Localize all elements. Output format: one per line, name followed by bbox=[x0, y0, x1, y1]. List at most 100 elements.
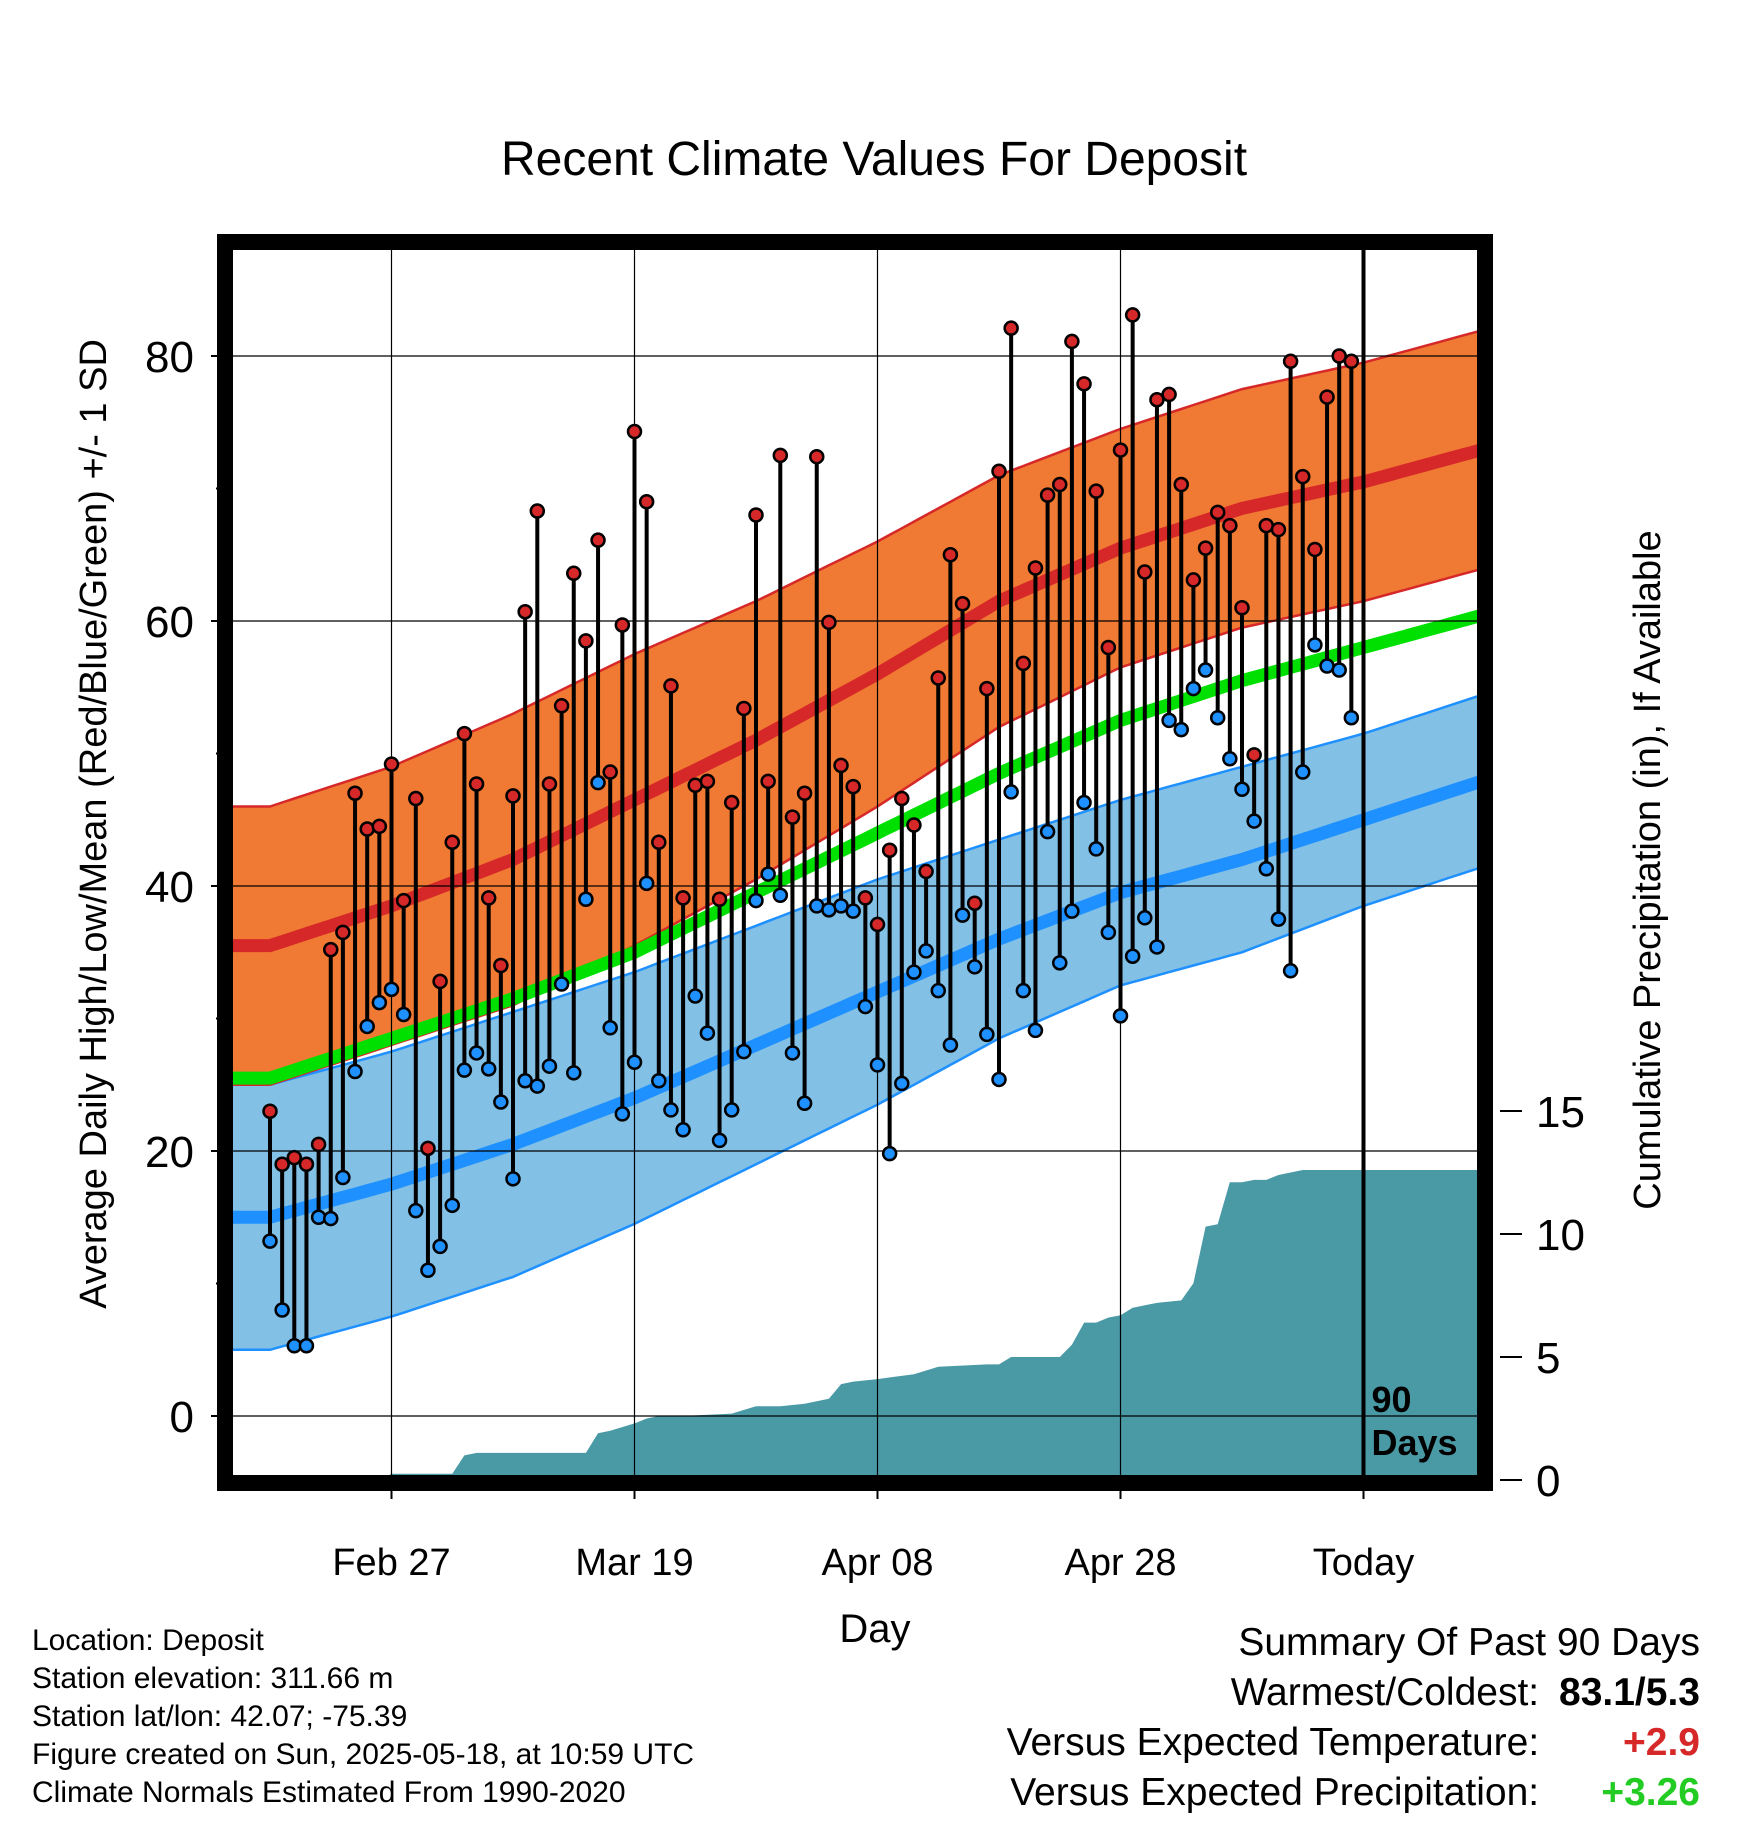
daily-low-point bbox=[663, 1102, 679, 1118]
daily-low-point bbox=[1149, 939, 1165, 955]
daily-low-point bbox=[760, 866, 776, 882]
daily-high-point bbox=[748, 507, 764, 523]
daily-low-point bbox=[699, 1025, 716, 1041]
daily-high-point bbox=[930, 670, 946, 686]
daily-low-point bbox=[1088, 841, 1104, 857]
plot-frame bbox=[217, 234, 1493, 1491]
warmest-value: 83.1/5.3 bbox=[1559, 1671, 1700, 1714]
x-tick-label: Apr 28 bbox=[1065, 1542, 1177, 1584]
daily-high-point bbox=[699, 773, 716, 790]
location-text: Location: Deposit bbox=[32, 1624, 264, 1657]
daily-low-point bbox=[1246, 813, 1262, 829]
daily-low-point bbox=[979, 1026, 995, 1043]
daily-low-point bbox=[578, 891, 594, 907]
daily-low-point bbox=[590, 774, 606, 791]
x-tick-label: Apr 08 bbox=[822, 1542, 934, 1584]
today-marker-label-days: Days bbox=[1372, 1422, 1458, 1463]
daily-low-point bbox=[1222, 751, 1238, 767]
daily-low-point bbox=[687, 988, 703, 1004]
daily-low-point bbox=[505, 1171, 521, 1187]
daily-low-point bbox=[857, 998, 874, 1015]
warmest-label: Warmest/Coldest: bbox=[1230, 1671, 1540, 1714]
daily-low-point bbox=[1282, 963, 1299, 979]
daily-low-point bbox=[966, 959, 983, 975]
daily-high-point bbox=[359, 821, 375, 837]
daily-low-point bbox=[723, 1102, 740, 1118]
daily-high-point bbox=[420, 1140, 436, 1157]
daily-high-point bbox=[1039, 487, 1056, 503]
daily-high-point bbox=[760, 773, 776, 790]
daily-low-point bbox=[1270, 911, 1287, 927]
x-tick-label: Feb 27 bbox=[332, 1542, 450, 1584]
daily-low-point bbox=[262, 1233, 278, 1249]
daily-high-point bbox=[675, 890, 691, 906]
daily-low-point bbox=[408, 1202, 424, 1219]
daily-high-point bbox=[323, 941, 339, 958]
daily-high-point bbox=[553, 698, 570, 714]
daily-low-point bbox=[395, 1006, 412, 1023]
elevation-text: Station elevation: 311.66 m bbox=[32, 1662, 394, 1695]
daily-low-point bbox=[480, 1061, 497, 1077]
chart-title: Recent Climate Values For Deposit bbox=[501, 133, 1247, 186]
daily-high-point bbox=[772, 447, 789, 464]
low-sd-band bbox=[225, 693, 1485, 1350]
daily-low-point bbox=[784, 1045, 801, 1061]
daily-low-point bbox=[371, 994, 388, 1011]
daily-low-point bbox=[1100, 924, 1117, 941]
daily-high-point bbox=[1307, 541, 1323, 558]
daily-high-point bbox=[505, 788, 521, 804]
daily-high-point bbox=[942, 547, 959, 563]
y2-axis-label: Cumulative Precipitation (in), If Availa… bbox=[1627, 530, 1669, 1209]
daily-low-point bbox=[383, 981, 400, 998]
y2-tick-label: 5 bbox=[1536, 1334, 1560, 1383]
daily-high-point bbox=[347, 785, 363, 801]
daily-high-point bbox=[1076, 376, 1092, 392]
daily-low-point bbox=[602, 1020, 618, 1036]
daily-low-point bbox=[420, 1262, 436, 1278]
daily-high-point bbox=[590, 532, 606, 548]
daily-high-point bbox=[1027, 560, 1044, 576]
daily-high-point bbox=[274, 1156, 290, 1172]
daily-low-point bbox=[1003, 784, 1019, 800]
daily-high-point bbox=[371, 818, 388, 835]
daily-high-point bbox=[821, 614, 837, 631]
daily-low-point bbox=[1209, 709, 1226, 726]
daily-high-point bbox=[1161, 386, 1177, 403]
daily-low-point bbox=[541, 1058, 558, 1074]
daily-high-point bbox=[918, 863, 934, 880]
daily-low-point bbox=[991, 1071, 1007, 1088]
daily-low-point bbox=[796, 1095, 813, 1112]
daily-low-point bbox=[1307, 637, 1323, 653]
created-text: Figure created on Sun, 2025-05-18, at 10… bbox=[32, 1738, 695, 1771]
daily-low-point bbox=[1039, 823, 1056, 840]
y2-tick-label: 10 bbox=[1536, 1211, 1585, 1260]
daily-high-point bbox=[845, 778, 861, 795]
daily-low-point bbox=[493, 1094, 509, 1110]
daily-high-point bbox=[736, 700, 752, 717]
y-axis-label: Average Daily High/Low/Mean (Red/Blue/Gr… bbox=[73, 339, 115, 1309]
daily-high-point bbox=[1295, 468, 1311, 485]
y-tick-label: 0 bbox=[170, 1393, 194, 1442]
daily-high-point bbox=[626, 423, 643, 440]
y-tick-label: 40 bbox=[145, 863, 194, 912]
daily-low-point bbox=[869, 1057, 886, 1073]
daily-high-point bbox=[602, 764, 618, 780]
daily-low-point bbox=[675, 1122, 691, 1138]
daily-high-point bbox=[335, 924, 351, 941]
daily-low-point bbox=[651, 1073, 667, 1089]
precip-value: +3.26 bbox=[1601, 1771, 1700, 1814]
daily-high-point bbox=[298, 1156, 315, 1172]
y-tick-label: 80 bbox=[145, 333, 194, 382]
daily-low-point bbox=[881, 1145, 898, 1162]
daily-high-point bbox=[383, 756, 400, 772]
daily-high-point bbox=[881, 842, 898, 858]
daily-low-point bbox=[1137, 910, 1153, 926]
daily-low-point bbox=[1343, 709, 1360, 726]
daily-low-point bbox=[748, 892, 764, 909]
daily-high-point bbox=[833, 757, 849, 774]
daily-high-point bbox=[286, 1149, 303, 1166]
daily-high-point bbox=[1003, 320, 1019, 336]
daily-low-point bbox=[347, 1063, 363, 1080]
daily-low-point bbox=[1173, 721, 1189, 738]
